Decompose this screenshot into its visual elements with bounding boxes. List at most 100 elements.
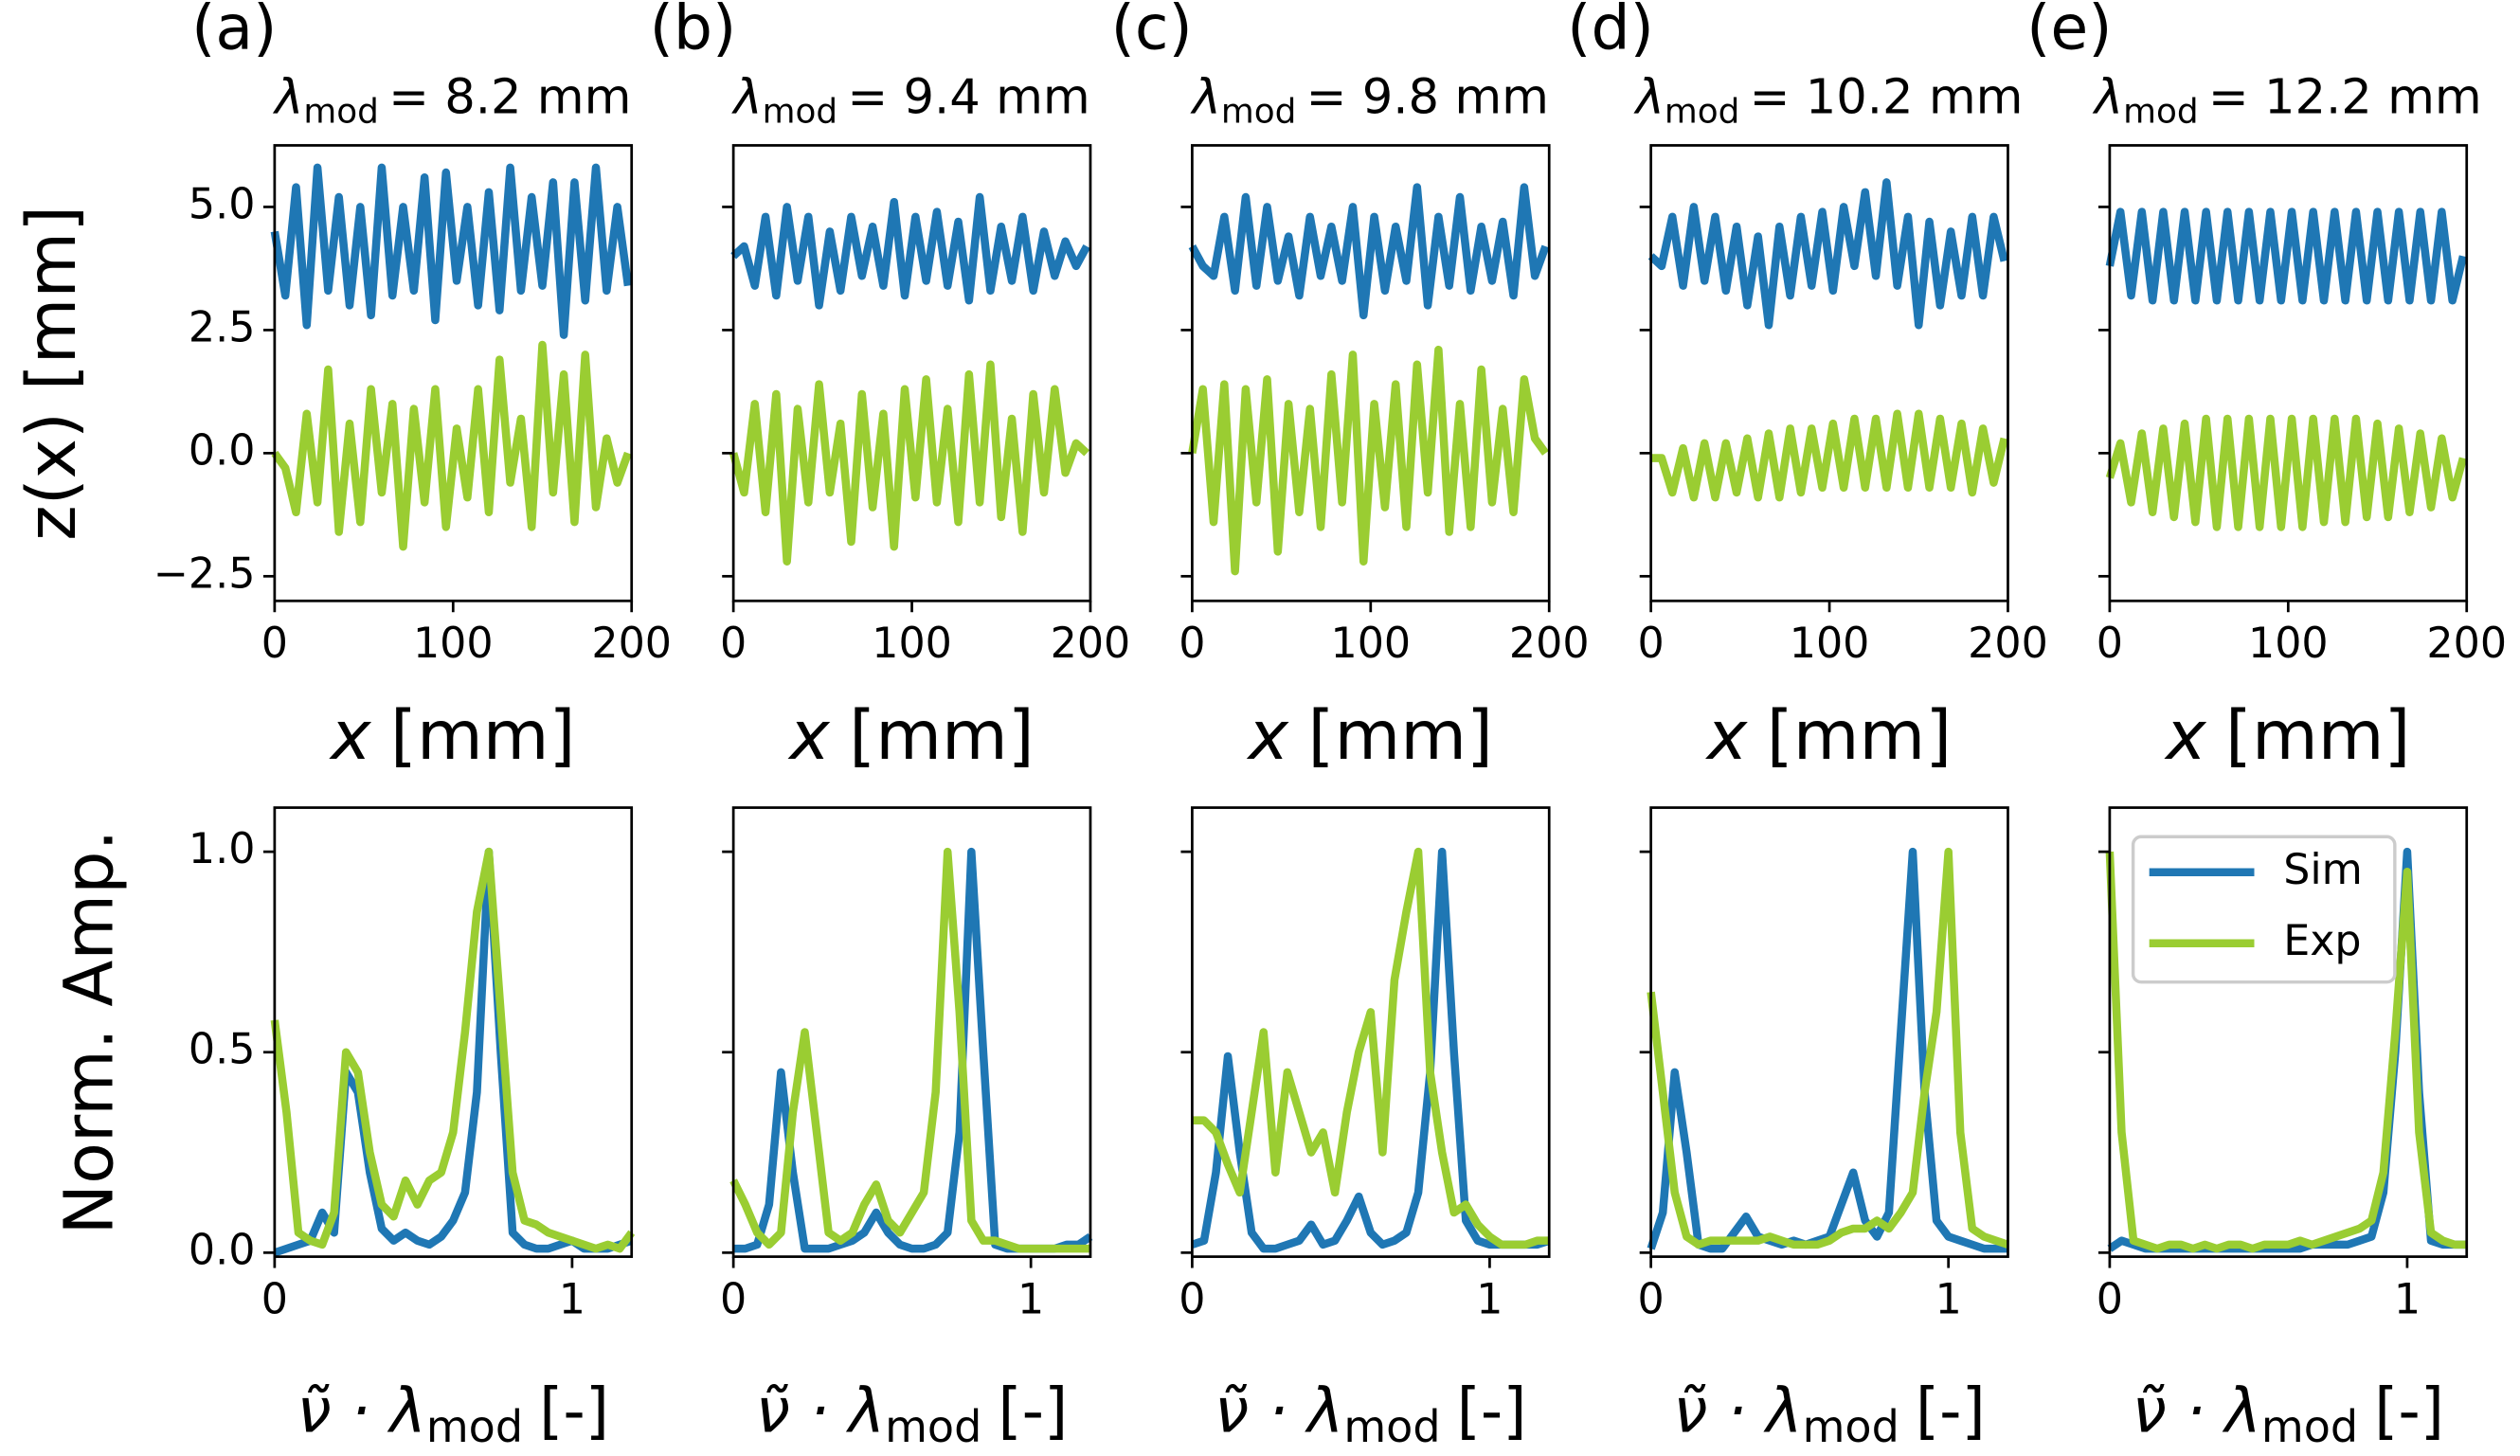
x-label-symbol: ν̃ · λ: [756, 1375, 885, 1447]
x-tick-label: 0: [1638, 1275, 1665, 1323]
data-line: [2105, 851, 2467, 1253]
data-line: [273, 847, 634, 1257]
x-tick-label: 1: [1017, 1275, 1044, 1323]
x-tick-label: 100: [1330, 620, 1411, 668]
x-tick-label: 0: [261, 1275, 288, 1323]
x-label-subscript: mod: [426, 1401, 523, 1452]
data-line: [271, 340, 632, 551]
title-value: = 8.2 mm: [388, 70, 631, 126]
data-line: [1647, 178, 2008, 330]
data-line: [1647, 847, 2009, 1249]
x-tick-label: 200: [2426, 620, 2507, 668]
x-tick-label: 1: [559, 1275, 585, 1323]
panel-label: (a): [191, 0, 277, 64]
title-subscript: mod: [303, 92, 378, 131]
x-tick-label: 200: [1968, 620, 2048, 668]
title-symbol: λ: [730, 70, 762, 126]
title-value: = 9.8 mm: [1306, 70, 1549, 126]
data-line: [729, 360, 1090, 566]
x-tick-label: 200: [1509, 620, 1590, 668]
panel-title: λmod = 12.2 mm: [2092, 70, 2482, 132]
y-tick-label: 5.0: [189, 180, 256, 228]
x-label-symbol: x: [1247, 695, 1289, 774]
title-subscript: mod: [2123, 92, 2199, 131]
x-tick-label: 0: [2097, 620, 2123, 668]
plot-frame: [1649, 806, 2009, 1258]
x-axis-label: x [mm]: [329, 695, 575, 774]
title-subscript: mod: [1221, 92, 1297, 131]
x-label-symbol: ν̃ · λ: [297, 1375, 426, 1447]
title-symbol: λ: [1190, 70, 1221, 126]
panel-label: (d): [1567, 0, 1654, 64]
title-symbol: λ: [1633, 70, 1665, 126]
x-label-unit: [-]: [1457, 1375, 1527, 1447]
x-label-symbol: ν̃ · λ: [1673, 1375, 1802, 1447]
y-tick-label: 1.0: [189, 825, 256, 873]
panel-label: (b): [650, 0, 737, 64]
title-symbol: λ: [2092, 70, 2123, 126]
legend-label: Exp: [2283, 917, 2361, 965]
title-value: = 9.4 mm: [847, 70, 1089, 126]
data-line: [729, 847, 1090, 1253]
title-value: = 12.2 mm: [2208, 70, 2482, 126]
x-label-unit: [mm]: [2225, 695, 2410, 774]
data-line: [730, 192, 1090, 310]
x-tick-label: 100: [1790, 620, 1870, 668]
x-label-subscript: mod: [885, 1401, 981, 1452]
x-axis-label: ν̃ · λmod [-]: [297, 1375, 609, 1451]
y-tick-label: 2.5: [189, 303, 256, 351]
x-label-unit: [mm]: [390, 695, 575, 774]
x-tick-label: 0: [1179, 1275, 1205, 1323]
x-axis-label: ν̃ · λmod [-]: [1215, 1375, 1526, 1451]
title-subscript: mod: [763, 92, 838, 131]
data-line: [270, 847, 636, 1253]
x-label-unit: [mm]: [849, 695, 1034, 774]
x-tick-label: 100: [2248, 620, 2329, 668]
x-axis-label: ν̃ · λmod [-]: [756, 1375, 1068, 1451]
plot-frame: [273, 806, 634, 1258]
x-tick-label: 0: [1179, 620, 1205, 668]
x-label-subscript: mod: [2261, 1401, 2358, 1452]
x-label-symbol: x: [2164, 695, 2206, 774]
x-tick-label: 0: [261, 620, 288, 668]
x-tick-label: 1: [1935, 1275, 1962, 1323]
x-label-unit: [mm]: [1767, 695, 1952, 774]
panel-title: λmod = 8.2 mm: [272, 70, 631, 132]
y-tick-label: −2.5: [153, 549, 256, 598]
x-label-symbol: x: [787, 695, 830, 774]
panel-title: λmod = 10.2 mm: [1633, 70, 2024, 132]
x-label-unit: [-]: [2374, 1375, 2444, 1447]
x-tick-label: 1: [2394, 1275, 2421, 1323]
title-value: = 10.2 mm: [1750, 70, 2024, 126]
plot-frame: [731, 806, 1092, 1258]
legend-label: Sim: [2283, 846, 2363, 894]
x-label-subscript: mod: [1803, 1401, 1899, 1452]
x-label-unit: [-]: [998, 1375, 1068, 1447]
data-line: [270, 163, 633, 339]
x-tick-label: 0: [2097, 1275, 2123, 1323]
x-axis-label: x [mm]: [2164, 695, 2410, 774]
x-label-symbol: ν̃ · λ: [1215, 1375, 1343, 1447]
x-label-unit: [-]: [539, 1375, 609, 1447]
x-tick-label: 1: [1476, 1275, 1503, 1323]
x-label-symbol: ν̃ · λ: [2133, 1375, 2261, 1447]
x-axis-label: ν̃ · λmod [-]: [1673, 1375, 1985, 1451]
x-axis-label: ν̃ · λmod [-]: [2133, 1375, 2444, 1451]
panel-label: (c): [1111, 0, 1193, 64]
data-line: [1191, 847, 1551, 1253]
x-label-unit: [mm]: [1308, 695, 1493, 774]
plot-frame: [1649, 144, 2009, 602]
data-line: [2105, 414, 2468, 531]
data-line: [2105, 207, 2468, 305]
y-axis-label: Norm. Amp.: [49, 830, 128, 1235]
plot-frame: [2108, 806, 2469, 1258]
x-tick-label: 0: [720, 1275, 747, 1323]
data-line: [1650, 409, 2008, 502]
panel-title: λmod = 9.4 mm: [730, 70, 1089, 132]
x-tick-label: 0: [1638, 620, 1665, 668]
panel-title: λmod = 9.8 mm: [1190, 70, 1549, 132]
data-line: [1192, 847, 1550, 1249]
x-axis-label: x [mm]: [1247, 695, 1493, 774]
x-label-symbol: x: [329, 695, 371, 774]
